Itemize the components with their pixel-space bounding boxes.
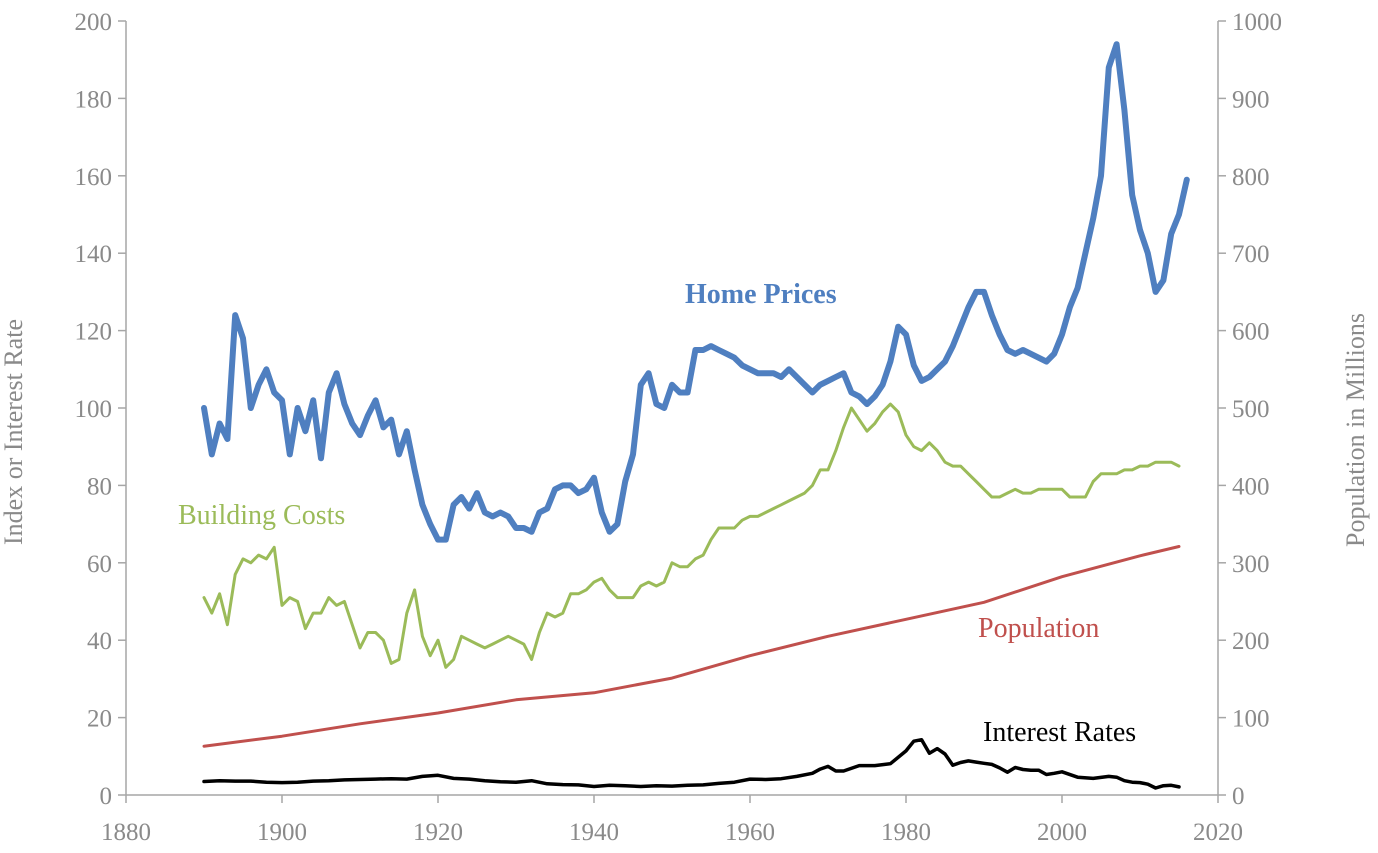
home-prices-line	[201, 41, 1190, 543]
y-tick-label: 100	[75, 396, 113, 423]
x-tick-label: 1980	[881, 819, 931, 846]
building-costs-label: Building Costs	[178, 500, 345, 531]
y2-axis-title: Population in Millions	[1341, 313, 1370, 547]
y-tick-label: 40	[87, 628, 112, 655]
y2-tick-label: 900	[1232, 86, 1270, 113]
population-line	[202, 545, 1181, 748]
interest-rates-line	[202, 737, 1181, 790]
y-tick-label: 20	[87, 706, 112, 733]
y2-tick-label: 500	[1232, 396, 1270, 423]
x-tick-label: 1960	[725, 819, 775, 846]
y2-tick-label: 600	[1232, 319, 1270, 346]
y2-ticks: 0 100 200 300 400 500 600 700 800 900 1000	[1218, 9, 1282, 810]
y-tick-label: 80	[87, 473, 112, 500]
y2-tick-label: 100	[1232, 706, 1270, 733]
y-tick-label: 200	[75, 9, 113, 36]
y2-tick-label: 700	[1232, 241, 1270, 268]
y-ticks: 0 20 40 60 80 100 120 140 160 180 200	[75, 9, 126, 810]
y-axis-title: Index or Interest Rate	[0, 319, 28, 545]
x-tick-label: 1880	[101, 819, 151, 846]
x-tick-label: 2000	[1037, 819, 1087, 846]
x-tick-label: 1940	[569, 819, 619, 846]
y2-tick-label: 300	[1232, 551, 1270, 578]
series-lines	[201, 41, 1190, 790]
x-ticks: 1880 1900 1920 1940 1960 1980 2000 2020	[101, 795, 1243, 846]
y2-tick-label: 1000	[1232, 9, 1282, 36]
y-tick-label: 120	[75, 319, 113, 346]
y-tick-label: 140	[75, 241, 113, 268]
home-prices-label: Home Prices	[685, 279, 837, 310]
building-costs-line	[202, 402, 1181, 669]
y-tick-label: 60	[87, 551, 112, 578]
y2-tick-label: 800	[1232, 164, 1270, 191]
y2-tick-label: 400	[1232, 473, 1270, 500]
x-tick-label: 1900	[257, 819, 307, 846]
y-tick-label: 180	[75, 86, 113, 113]
x-tick-label: 2020	[1193, 819, 1243, 846]
interest-rates-label: Interest Rates	[983, 717, 1136, 748]
y-tick-label: 0	[100, 783, 113, 810]
y-tick-label: 160	[75, 164, 113, 191]
y2-tick-label: 200	[1232, 628, 1270, 655]
population-label: Population	[978, 613, 1099, 644]
y2-tick-label: 0	[1232, 783, 1245, 810]
x-tick-label: 1920	[413, 819, 463, 846]
